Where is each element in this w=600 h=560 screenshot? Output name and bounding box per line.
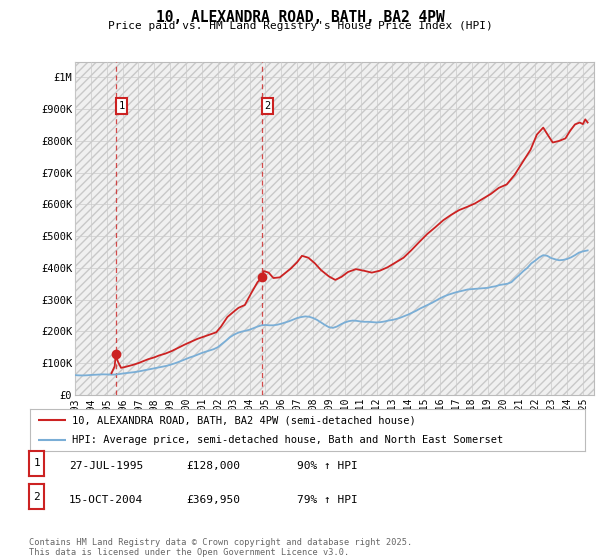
Text: 1: 1 <box>33 458 40 468</box>
Text: 2: 2 <box>33 492 40 502</box>
Text: 10, ALEXANDRA ROAD, BATH, BA2 4PW: 10, ALEXANDRA ROAD, BATH, BA2 4PW <box>155 10 445 25</box>
Text: Price paid vs. HM Land Registry's House Price Index (HPI): Price paid vs. HM Land Registry's House … <box>107 21 493 31</box>
Text: 10, ALEXANDRA ROAD, BATH, BA2 4PW (semi-detached house): 10, ALEXANDRA ROAD, BATH, BA2 4PW (semi-… <box>71 415 415 425</box>
Text: £369,950: £369,950 <box>186 494 240 505</box>
Text: HPI: Average price, semi-detached house, Bath and North East Somerset: HPI: Average price, semi-detached house,… <box>71 435 503 445</box>
Text: 90% ↑ HPI: 90% ↑ HPI <box>297 461 358 471</box>
Text: 27-JUL-1995: 27-JUL-1995 <box>69 461 143 471</box>
Text: £128,000: £128,000 <box>186 461 240 471</box>
Text: 2: 2 <box>265 101 271 111</box>
Text: 79% ↑ HPI: 79% ↑ HPI <box>297 494 358 505</box>
Bar <box>75 62 594 395</box>
Text: 1: 1 <box>118 101 124 111</box>
Text: 15-OCT-2004: 15-OCT-2004 <box>69 494 143 505</box>
Text: Contains HM Land Registry data © Crown copyright and database right 2025.
This d: Contains HM Land Registry data © Crown c… <box>29 538 412 557</box>
